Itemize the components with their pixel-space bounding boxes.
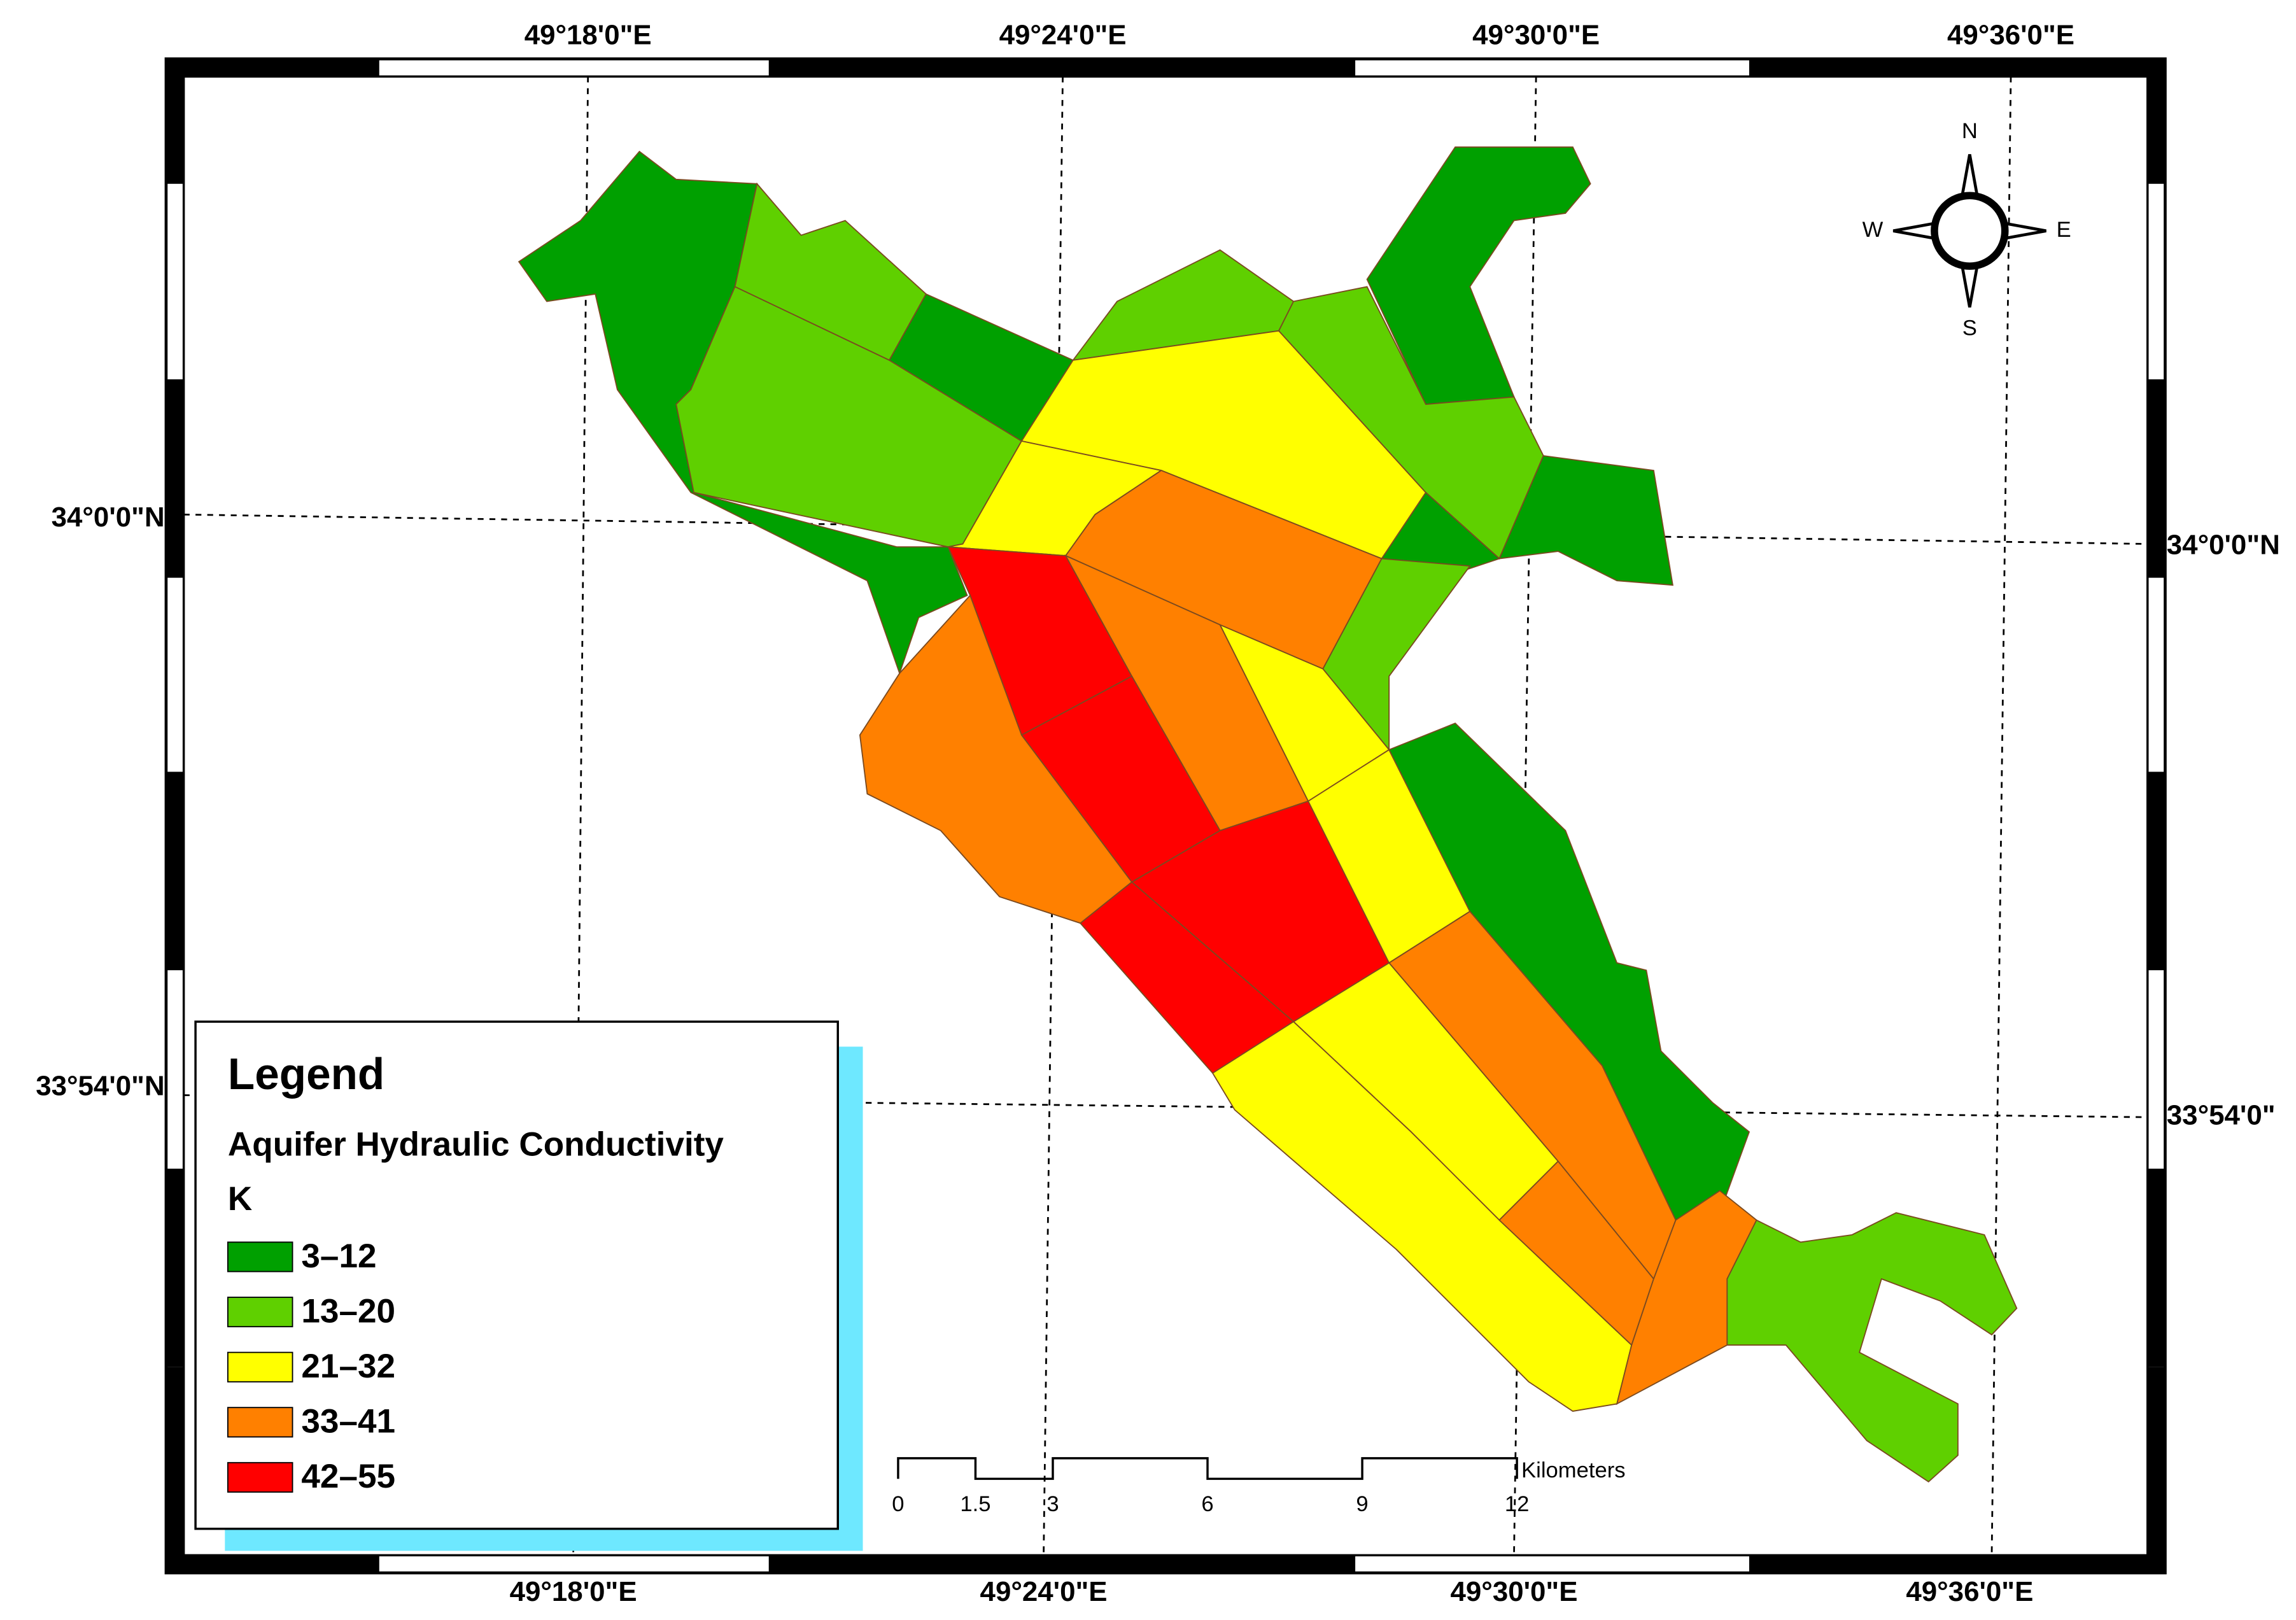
legend-field: K (228, 1180, 252, 1218)
frame-segment (2147, 771, 2166, 971)
scale-label: 3 (1046, 1492, 1059, 1516)
coordinate-labels: 49°18'0"E 49°24'0"E 49°30'0"E 49°36'0"E 49°1… (36, 19, 2280, 1607)
grid-line (183, 1094, 2148, 1118)
legend-label: 21–32 (301, 1348, 395, 1385)
scale-bar: Kilometers 0 1.5 3 6 9 12 (892, 1457, 1626, 1516)
left-coord-label: 33°54'0"N (36, 1071, 164, 1102)
top-coord-label: 49°24'0"E (999, 19, 1127, 50)
legend-swatch (227, 1241, 293, 1272)
right-coord-label: 33°54'0" (2167, 1100, 2276, 1131)
legend-subtitle: Aquifer Hydraulic Conductivity (228, 1125, 724, 1163)
bottom-coord-label: 49°30'0"E (1451, 1576, 1578, 1607)
bottom-coord-label: 49°36'0"E (1906, 1576, 2033, 1607)
compass-ring (1931, 192, 2009, 270)
frame-segment (166, 59, 379, 77)
scale-line (897, 1457, 1518, 1480)
frame-segment (2147, 1367, 2166, 1573)
left-coord-label: 34°0'0"N (52, 502, 165, 533)
frame-segment (2147, 59, 2166, 184)
scale-label: 12 (1505, 1492, 1530, 1516)
legend-label: 42–55 (301, 1458, 395, 1495)
legend-swatch (227, 1297, 293, 1328)
legend-swatch (227, 1407, 293, 1438)
frame-segment (768, 59, 1356, 77)
frame-segment (2147, 379, 2166, 578)
frame-segment (166, 771, 184, 971)
compass-label: E (2057, 218, 2071, 242)
scale-label: 6 (1201, 1492, 1213, 1516)
legend-title: Legend (228, 1049, 384, 1099)
grid-line (183, 513, 2148, 545)
legend-swatch (227, 1462, 293, 1493)
frame-segment (1749, 59, 2166, 77)
frame-segment (768, 1555, 1356, 1573)
frame-segment (1749, 1555, 2166, 1573)
compass-label: W (1863, 218, 1884, 242)
legend: Legend Aquifer Hydraulic Conductivity K … (227, 1049, 724, 1495)
region (518, 150, 968, 675)
region (1322, 558, 1471, 752)
right-coord-label: 34°0'0"N (2167, 530, 2280, 561)
frame-segment (166, 1168, 184, 1367)
frame-segment (166, 1367, 184, 1573)
bottom-coord-label: 49°18'0"E (510, 1576, 637, 1607)
compass-label: N (1962, 119, 1978, 143)
scale-label: 1.5 (960, 1492, 990, 1516)
top-coord-label: 49°30'0"E (1472, 19, 1600, 50)
bottom-coord-label: 49°24'0"E (980, 1576, 1108, 1607)
scale-label: 0 (892, 1492, 904, 1516)
region (859, 594, 1133, 924)
legend-swatch (227, 1351, 293, 1383)
scale-label: 9 (1356, 1492, 1368, 1516)
scale-unit: Kilometers (1521, 1458, 1626, 1483)
region (1726, 1212, 2018, 1483)
legend-box (194, 1020, 839, 1530)
frame-segment (2147, 1168, 2166, 1367)
top-coord-label: 49°18'0"E (525, 19, 652, 50)
compass-label: S (1962, 316, 1977, 341)
frame-segment (166, 379, 184, 578)
regions (518, 146, 2018, 1483)
north-arrow: N S W E (1863, 119, 2071, 340)
frame-segment (166, 59, 184, 184)
frame-checks (166, 59, 2166, 1573)
top-coord-label: 49°36'0"E (1947, 19, 2074, 50)
legend-label: 33–41 (301, 1403, 395, 1440)
frame-segment (166, 1555, 379, 1573)
graticule (183, 76, 2148, 1556)
legend-label: 3–12 (301, 1237, 376, 1275)
legend-label: 13–20 (301, 1292, 395, 1330)
